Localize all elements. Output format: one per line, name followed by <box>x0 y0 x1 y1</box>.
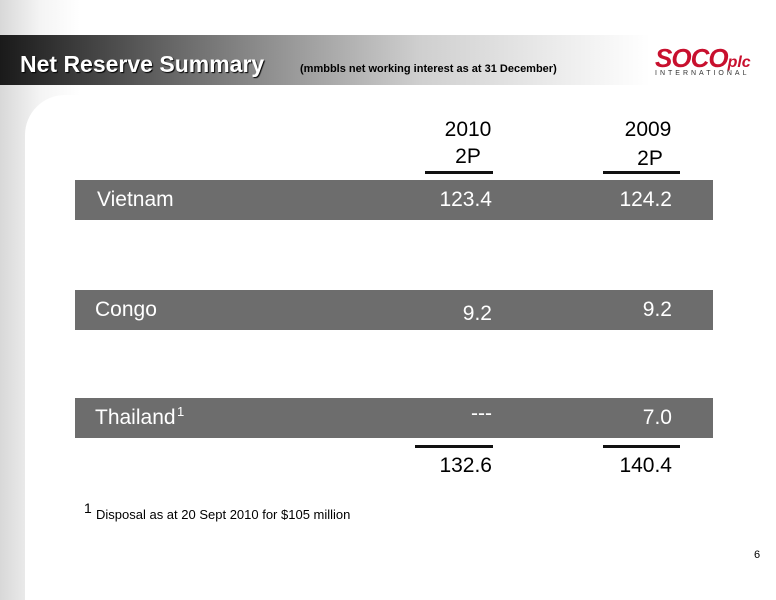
row-value: 9.2 <box>462 302 492 325</box>
row-value: 7.0 <box>642 406 672 429</box>
column-label: 2P <box>637 147 663 170</box>
header-rule <box>603 171 680 174</box>
row-value: --- <box>471 402 492 425</box>
total-rule <box>415 445 493 448</box>
row-value: 9.2 <box>642 298 672 321</box>
total-rule <box>603 445 680 448</box>
row-name: Vietnam <box>97 188 174 211</box>
row-band <box>75 180 713 220</box>
total-value: 132.6 <box>439 454 492 477</box>
row-value: 123.4 <box>439 188 492 211</box>
row-value: 124.2 <box>619 188 672 211</box>
logo: SOCOplc INTERNATIONAL <box>655 43 751 77</box>
row-name: Congo <box>95 298 157 321</box>
row-note: 1 <box>177 404 185 419</box>
header-rule <box>425 171 493 174</box>
footnote-marker: 1 <box>84 500 92 516</box>
logo-suffix: plc <box>727 54 751 71</box>
column-year: 2009 <box>624 118 672 141</box>
logo-tagline: INTERNATIONAL <box>655 70 750 77</box>
row-band <box>75 398 713 438</box>
column-year: 2010 <box>444 118 492 141</box>
content-panel <box>25 95 776 600</box>
row-name: Thailand <box>95 406 176 429</box>
logo-name: SOCO <box>655 43 729 73</box>
footnote-text: Disposal as at 20 Sept 2010 for $105 mil… <box>96 507 351 522</box>
total-value: 140.4 <box>619 454 672 477</box>
column-label: 2P <box>455 145 481 168</box>
row-band <box>75 290 713 330</box>
title: Net Reserve Summary <box>20 51 265 77</box>
page-number: 6 <box>754 549 761 561</box>
header-band <box>0 35 776 85</box>
subtitle: (mmbbls net working interest as at 31 De… <box>300 63 557 75</box>
